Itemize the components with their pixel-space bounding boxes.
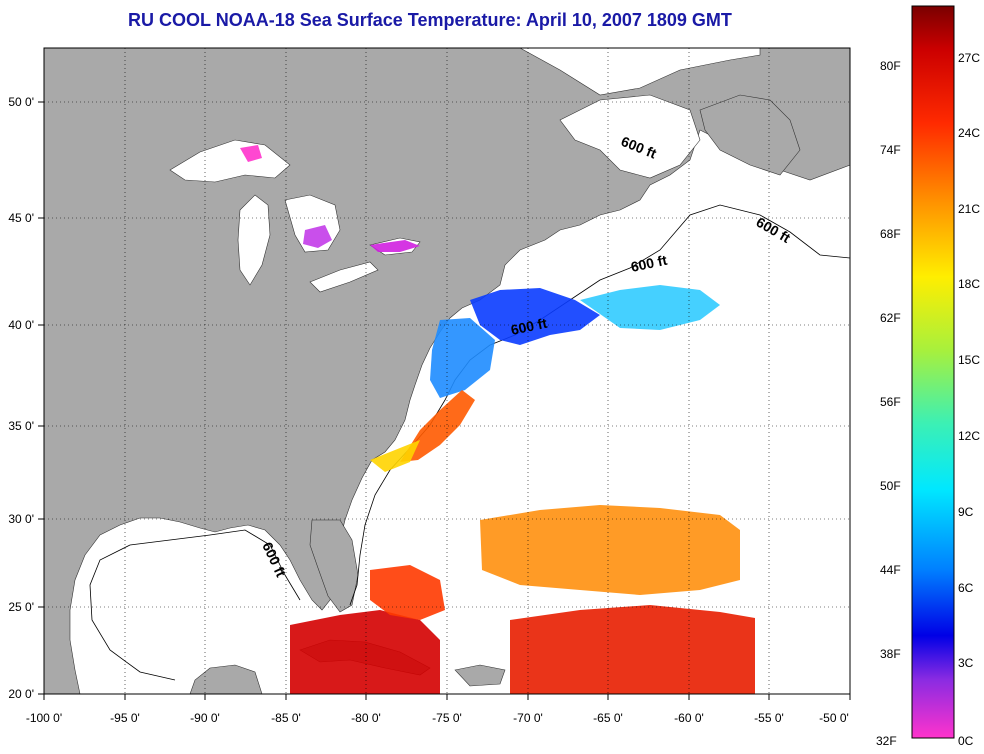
- sst-patch-lake-superior: [240, 145, 262, 162]
- celsius-tick-label: 3C: [958, 656, 974, 670]
- sst-patch-bahamas: [370, 565, 445, 620]
- contour-label-georges: 600 ft: [629, 252, 668, 275]
- lake-erie: [309, 261, 379, 293]
- sst-patch-lake-huron: [303, 225, 332, 248]
- yucatan-landmass: [189, 664, 263, 694]
- florida-landmass: [309, 519, 359, 613]
- newfoundland-landmass: [699, 94, 801, 176]
- celsius-tick-label: 24C: [958, 126, 980, 140]
- fahrenheit-tick-label: 80F: [880, 59, 901, 73]
- sst-patch-gulf-stream: [400, 390, 475, 462]
- fahrenheit-tick-label: 68F: [880, 227, 901, 241]
- sst-patch-mid-atlantic: [430, 318, 495, 398]
- lon-tick-label: -50 0': [819, 711, 849, 725]
- lon-tick-label: -80 0': [351, 711, 381, 725]
- contour-label-nantucket: 600 ft: [509, 315, 548, 338]
- temperature-colorbar: 80F 74F 68F 62F 56F 50F 44F 38F 32F 27C …: [876, 5, 980, 748]
- sst-patch-sargasso-band: [480, 505, 740, 595]
- lake-michigan: [237, 194, 271, 286]
- map-tick-marks: [38, 101, 851, 700]
- sst-patch-lake-erie: [370, 240, 420, 252]
- fahrenheit-tick-label: 62F: [880, 311, 901, 325]
- lat-tick-label: 25 0': [8, 600, 34, 614]
- lat-tick-label: 30 0': [8, 512, 34, 526]
- sst-patch-hatteras: [370, 440, 420, 472]
- sst-patch-georges-bank: [580, 285, 720, 330]
- lat-tick-label: 50 0': [8, 95, 34, 109]
- lat-tick-label: 20 0': [8, 687, 34, 701]
- latitude-labels: 20 0' 25 0' 30 0' 35 0' 40 0' 45 0' 50 0…: [8, 95, 34, 701]
- celsius-tick-label: 6C: [958, 581, 974, 595]
- gulf-of-st-lawrence: [559, 94, 701, 179]
- lon-tick-label: -55 0': [754, 711, 784, 725]
- fahrenheit-tick-label: 38F: [880, 647, 901, 661]
- lat-tick-label: 35 0': [8, 419, 34, 433]
- celsius-tick-label: 15C: [958, 353, 980, 367]
- lon-tick-label: -60 0': [674, 711, 704, 725]
- sst-patch-south-atlantic: [510, 605, 755, 694]
- longitude-labels: -100 0' -95 0' -90 0' -85 0' -80 0' -75 …: [26, 711, 849, 725]
- fahrenheit-tick-label: 56F: [880, 395, 901, 409]
- map-panel: 600 ft 600 ft 600 ft 600 ft 600 ft: [8, 47, 851, 725]
- celsius-tick-label: 27C: [958, 51, 980, 65]
- lon-tick-label: -75 0': [432, 711, 462, 725]
- celsius-tick-label: 18C: [958, 277, 980, 291]
- depth-contour-600ft-gulf: [89, 529, 301, 681]
- celsius-tick-label: 0C: [958, 734, 974, 748]
- lon-tick-label: -100 0': [26, 711, 62, 725]
- fahrenheit-tick-label: 50F: [880, 479, 901, 493]
- colorbar-gradient: [911, 5, 955, 739]
- hispaniola-landmass: [454, 664, 506, 687]
- lake-superior: [169, 139, 291, 183]
- lon-tick-label: -95 0': [110, 711, 140, 725]
- lon-tick-label: -65 0': [593, 711, 623, 725]
- sst-patch-caribbean: [290, 610, 440, 694]
- fahrenheit-tick-label: 44F: [880, 563, 901, 577]
- fahrenheit-tick-label: 32F: [876, 734, 897, 748]
- lat-tick-label: 45 0': [8, 211, 34, 225]
- fahrenheit-tick-label: 74F: [880, 143, 901, 157]
- celsius-tick-label: 9C: [958, 505, 974, 519]
- lon-tick-label: -90 0': [190, 711, 220, 725]
- colorbar-fahrenheit-labels: 80F 74F 68F 62F 56F 50F 44F 38F 32F: [876, 59, 901, 748]
- celsius-tick-label: 12C: [958, 429, 980, 443]
- map-title: RU COOL NOAA-18 Sea Surface Temperature:…: [128, 10, 732, 30]
- lon-tick-label: -85 0': [271, 711, 301, 725]
- colorbar-celsius-labels: 27C 24C 21C 18C 15C 12C 9C 6C 3C 0C: [958, 51, 980, 748]
- sst-data-overlay: [240, 145, 755, 694]
- sst-patch-gulf-of-maine: [470, 288, 600, 345]
- lon-tick-label: -70 0': [513, 711, 543, 725]
- celsius-tick-label: 21C: [958, 202, 980, 216]
- lat-tick-label: 40 0': [8, 318, 34, 332]
